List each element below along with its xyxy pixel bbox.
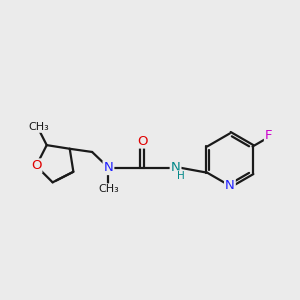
Text: CH₃: CH₃ — [98, 184, 119, 194]
Text: O: O — [137, 135, 147, 148]
Text: H: H — [177, 171, 185, 181]
Text: CH₃: CH₃ — [28, 122, 49, 132]
Text: N: N — [103, 161, 113, 174]
Text: F: F — [265, 129, 272, 142]
Text: N: N — [225, 179, 235, 192]
Text: N: N — [171, 161, 180, 174]
Text: O: O — [31, 159, 41, 172]
